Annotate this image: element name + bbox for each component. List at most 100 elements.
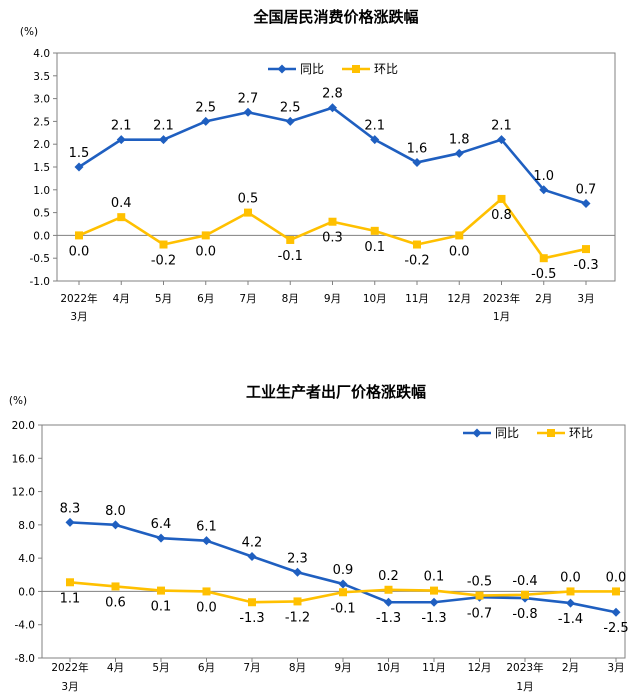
data-point-yoy bbox=[338, 579, 348, 589]
data-label: 0.0 bbox=[196, 600, 217, 615]
data-point-mom bbox=[248, 598, 256, 607]
data-label: 0.5 bbox=[238, 192, 259, 207]
data-label: -0.8 bbox=[512, 607, 537, 622]
y-tick-label: 20.0 bbox=[12, 420, 35, 432]
x-tick-label: 2023年 bbox=[483, 292, 520, 305]
data-label: 4.2 bbox=[242, 535, 263, 550]
x-tick-label-line2: 1月 bbox=[516, 681, 533, 693]
data-point-yoy bbox=[384, 597, 393, 607]
x-tick-label: 9月 bbox=[334, 662, 351, 674]
data-point-mom bbox=[370, 226, 379, 235]
y-tick-label: -0.5 bbox=[30, 253, 51, 265]
data-label: -0.5 bbox=[531, 267, 556, 282]
data-point-yoy bbox=[74, 162, 84, 172]
y-tick-label: 0.5 bbox=[33, 208, 50, 220]
data-point-mom bbox=[339, 588, 347, 597]
y-tick-label: 3.0 bbox=[33, 94, 50, 106]
data-point-yoy bbox=[156, 533, 166, 543]
x-tick-label: 7月 bbox=[239, 293, 256, 305]
y-tick-label: 1.0 bbox=[33, 185, 50, 197]
data-label: 1.1 bbox=[60, 591, 81, 606]
data-label: 0.3 bbox=[322, 231, 343, 246]
data-point-mom bbox=[539, 254, 548, 263]
x-tick-label: 12月 bbox=[468, 662, 492, 674]
data-point-mom bbox=[430, 586, 438, 595]
x-tick-label: 11月 bbox=[405, 293, 429, 305]
x-tick-label: 3月 bbox=[577, 293, 594, 305]
data-point-mom bbox=[293, 597, 302, 606]
x-tick-label: 8月 bbox=[282, 293, 299, 305]
data-point-yoy bbox=[370, 135, 380, 145]
data-label: 1.6 bbox=[407, 141, 428, 156]
x-tick-label: 11月 bbox=[422, 662, 446, 674]
unit-label: (%) bbox=[9, 395, 27, 407]
data-label: -1.2 bbox=[285, 610, 310, 625]
data-point-yoy bbox=[293, 567, 302, 577]
data-label: 1.0 bbox=[533, 169, 554, 184]
y-tick-label: 1.5 bbox=[33, 162, 50, 174]
x-tick-label: 2月 bbox=[535, 293, 552, 305]
x-tick-label: 8月 bbox=[289, 662, 306, 674]
data-point-mom bbox=[75, 231, 83, 240]
x-tick-label: 12月 bbox=[447, 293, 471, 305]
y-tick-label: 3.5 bbox=[33, 71, 50, 83]
x-tick-label: 2023年 bbox=[506, 661, 543, 674]
data-label: -0.7 bbox=[467, 606, 492, 621]
chart-title: 全国居民消费价格涨跌幅 bbox=[252, 8, 418, 26]
data-label: 2.8 bbox=[322, 87, 343, 102]
data-label: 2.7 bbox=[238, 91, 259, 106]
y-tick-label: -1.0 bbox=[30, 276, 51, 288]
data-label: 1.5 bbox=[69, 146, 90, 161]
legend-marker bbox=[472, 428, 482, 438]
legend-label: 同比 bbox=[495, 426, 519, 440]
data-label: -0.4 bbox=[512, 574, 537, 589]
x-tick-label: 2月 bbox=[562, 662, 579, 674]
data-label: 6.1 bbox=[196, 520, 217, 535]
data-point-mom bbox=[384, 585, 393, 594]
data-label: -1.3 bbox=[239, 611, 264, 626]
data-label: 0.1 bbox=[424, 570, 445, 585]
data-point-mom bbox=[612, 587, 620, 596]
data-point-mom bbox=[286, 235, 295, 244]
data-label: -1.4 bbox=[558, 612, 583, 627]
y-tick-label: -4.0 bbox=[15, 620, 36, 632]
data-label: 2.5 bbox=[195, 100, 216, 115]
x-tick-label: 5月 bbox=[155, 293, 172, 305]
data-label: -0.3 bbox=[573, 258, 598, 273]
data-label: -0.5 bbox=[467, 575, 492, 590]
data-point-yoy bbox=[243, 107, 253, 117]
data-label: -2.5 bbox=[603, 621, 628, 636]
data-point-yoy bbox=[412, 157, 422, 167]
y-tick-label: 2.0 bbox=[33, 139, 50, 151]
data-point-yoy bbox=[116, 135, 126, 145]
data-point-yoy bbox=[159, 135, 168, 145]
data-point-yoy bbox=[328, 103, 337, 113]
y-tick-label: 16.0 bbox=[12, 453, 35, 465]
data-label: 0.0 bbox=[195, 244, 216, 259]
data-point-mom bbox=[111, 582, 120, 591]
x-tick-label-line2: 3月 bbox=[70, 311, 87, 323]
data-point-mom bbox=[566, 587, 575, 596]
y-tick-label: 4.0 bbox=[33, 48, 50, 60]
data-point-mom bbox=[497, 194, 506, 203]
data-point-mom bbox=[66, 578, 74, 587]
data-label: 0.1 bbox=[364, 240, 385, 255]
x-tick-label: 3月 bbox=[607, 662, 624, 674]
data-point-yoy bbox=[566, 598, 575, 608]
data-point-yoy bbox=[454, 148, 464, 158]
data-label: -0.2 bbox=[404, 254, 429, 269]
data-point-mom bbox=[521, 590, 529, 599]
x-tick-label: 9月 bbox=[324, 293, 341, 305]
data-label: 0.0 bbox=[69, 244, 90, 259]
data-label: 0.0 bbox=[560, 570, 581, 585]
data-label: -1.3 bbox=[421, 611, 446, 626]
data-point-mom bbox=[244, 208, 252, 217]
data-label: 0.7 bbox=[576, 182, 597, 197]
data-point-yoy bbox=[429, 597, 439, 607]
data-label: 8.3 bbox=[60, 501, 81, 516]
x-tick-label: 2022年 bbox=[51, 661, 88, 674]
y-tick-label: 2.5 bbox=[33, 116, 50, 128]
cpi-chart: 全国居民消费价格涨跌幅 (%) 4.0 3.5 3.0 2.5 2.0 1.5 1.0 0.5 0.… bbox=[20, 8, 616, 323]
data-label: 8.0 bbox=[105, 504, 126, 519]
